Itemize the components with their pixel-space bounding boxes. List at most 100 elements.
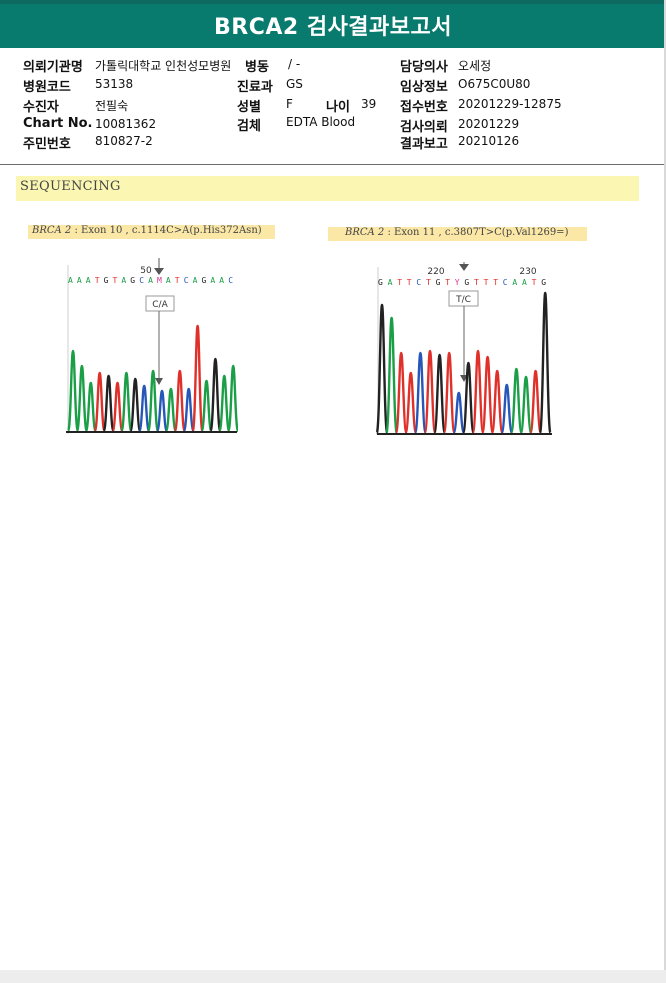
hospital-code-value: 53138 [95, 77, 134, 91]
trace-peak [75, 364, 88, 433]
peaks-1 [66, 324, 238, 433]
id-value: 810827-2 [95, 134, 153, 148]
sequence-base: T [426, 278, 431, 287]
sequence-base: A [193, 276, 198, 285]
sequence-base: Y [455, 278, 460, 287]
id-label: 주민번호 [23, 137, 71, 152]
page-edge-shadow [664, 0, 666, 970]
variant-2-band [328, 227, 587, 241]
call-box-1 [145, 295, 175, 312]
trace-peak [404, 371, 418, 435]
trace-peak [461, 361, 475, 435]
patient-label: 수진자 [23, 100, 59, 115]
variant-1-band [28, 225, 275, 239]
call-arrow-1 [155, 378, 163, 385]
trace-peak [200, 379, 213, 433]
sequence-base: A [522, 278, 527, 287]
variant-2-gene: BRCA 2 [345, 227, 385, 238]
institution-label: 의뢰기관명 [23, 60, 83, 75]
receipt-label: 접수번호 [400, 100, 448, 115]
trace-peak [375, 303, 389, 435]
patient-info-block: 의뢰기관명 가톨릭대학교 인천성모병원 병동 / - 담당의사 오세정 병원코드… [0, 56, 666, 164]
sequence-base: M [157, 276, 162, 285]
trace-peak [120, 371, 133, 433]
report-date-label: 결과보고 [400, 137, 448, 152]
request-value: 20201229 [458, 117, 520, 131]
ward-value: / - [288, 57, 301, 71]
sex-value: F [286, 97, 293, 111]
trace-peak [138, 384, 151, 433]
sequence-base: A [166, 276, 171, 285]
sequence-base: A [148, 276, 153, 285]
marker-arrow-top-2 [459, 262, 469, 271]
sequence-base: G [378, 278, 383, 287]
sequence-base: A [121, 276, 126, 285]
variant-2-detail: : Exon 11 , c.3807T>C(p.Val1269=) [384, 227, 569, 238]
report-header [0, 0, 666, 48]
trace-peak [155, 389, 169, 433]
sequence-base: C [139, 276, 144, 285]
trace-peak [209, 357, 222, 433]
marker-arrow-top-1 [154, 258, 164, 275]
sequence-base: G [541, 278, 546, 287]
sequence-base: A [68, 276, 73, 285]
variant-2-caption: BRCA 2 : Exon 11 , c.3807T>C(p.Val1269=) [345, 227, 568, 238]
age-label: 나이 [326, 100, 350, 115]
call-label-1: C/A [152, 300, 168, 310]
position-marker-230: 230 [519, 267, 536, 277]
sequence-base: G [104, 276, 109, 285]
trace-peak [538, 291, 552, 435]
sequence-base: T [445, 278, 450, 287]
trace-peak [385, 316, 399, 435]
chart-value: 10081362 [95, 117, 157, 131]
chart-label: Chart No. [23, 116, 93, 131]
patient-value: 전필숙 [95, 99, 129, 113]
sequence-base: T [484, 278, 489, 287]
trace-peak [423, 349, 437, 435]
request-label: 검사의뢰 [400, 120, 448, 135]
trace-peak [519, 375, 533, 435]
sequence-base: A [86, 276, 91, 285]
sequence-base: T [532, 278, 537, 287]
sequence-base: T [113, 276, 118, 285]
sex-label: 성별 [237, 100, 261, 115]
position-marker-50: 50 [140, 266, 152, 276]
sequence-base: C [228, 276, 233, 285]
clinical-label: 임상정보 [400, 80, 448, 95]
trace-peak [164, 387, 177, 433]
trace-peak [413, 351, 427, 435]
section-title: SEQUENCING [20, 179, 121, 194]
info-divider [0, 164, 666, 165]
sequence-base: T [407, 278, 412, 287]
trace-peak [66, 349, 80, 433]
sequence-base: G [202, 276, 207, 285]
trace-peak [111, 381, 124, 433]
trace-peak [509, 367, 523, 435]
sequence-base: C [184, 276, 189, 285]
hospital-code-label: 병원코드 [23, 80, 71, 95]
age-value: 39 [361, 97, 377, 111]
trace-peak [481, 355, 495, 435]
call-label-2: T/C [455, 295, 471, 305]
specimen-value: EDTA Blood [286, 115, 356, 129]
ward-label: 병동 [245, 60, 269, 75]
trace-peak [129, 377, 142, 433]
sequence-base: A [210, 276, 215, 285]
trace-peak [102, 374, 115, 433]
trace-peak [218, 374, 231, 433]
variant-1-gene: BRCA 2 [32, 225, 72, 236]
specimen-label: 검체 [237, 119, 261, 134]
trace-peak [147, 369, 160, 433]
trace-peak [182, 387, 195, 433]
trace-peak [84, 381, 97, 433]
section-band [16, 176, 639, 201]
trace-peak [471, 349, 485, 435]
page-bottom-bar [0, 970, 666, 983]
trace-peak [173, 369, 186, 433]
sequence-base: C [416, 278, 421, 287]
doctor-label: 담당의사 [400, 60, 448, 75]
